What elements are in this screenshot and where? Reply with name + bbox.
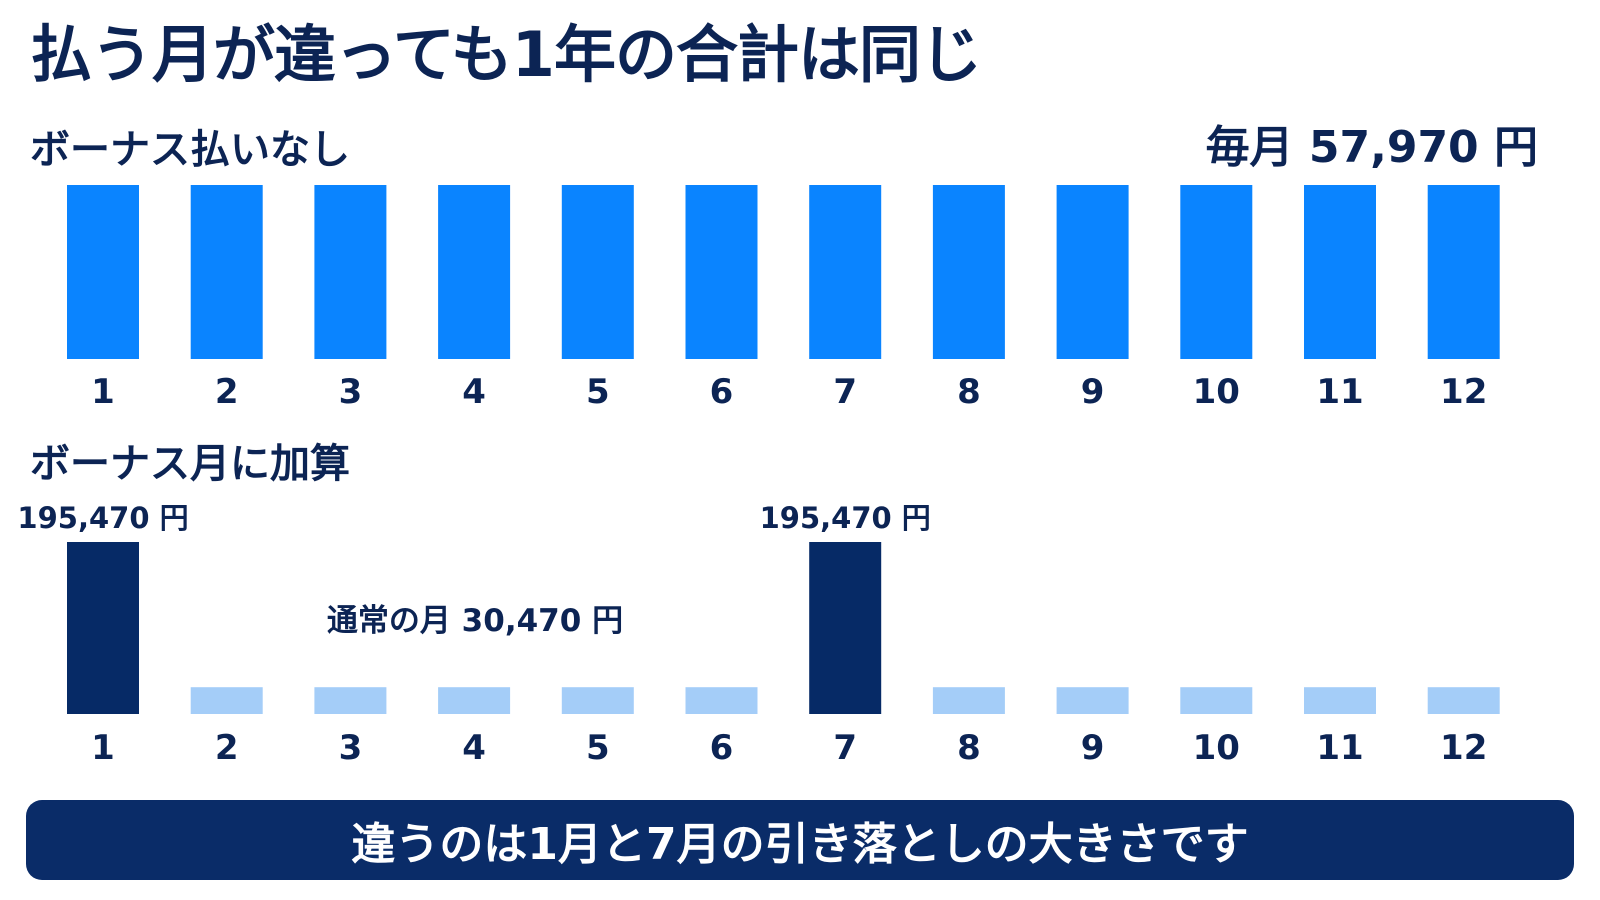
tick-label-month-10: 10 (1193, 372, 1240, 412)
tick-label-month-9: 9 (1081, 728, 1105, 768)
tick-label-month-1: 1 (91, 728, 115, 768)
tick-label-month-5: 5 (586, 372, 610, 412)
section-label-bonus: ボーナス月に加算 (30, 441, 350, 487)
bar-month-2 (190, 687, 263, 714)
bar-month-7 (809, 542, 882, 714)
tick-label-month-5: 5 (586, 728, 610, 768)
tick-label-month-7: 7 (833, 372, 857, 412)
tick-label-month-4: 4 (462, 728, 486, 768)
bar-month-3 (314, 185, 387, 359)
monthly-amount-label: 毎月 57,970 円 (1205, 122, 1538, 173)
bar-month-10 (1180, 185, 1253, 359)
tick-label-month-9: 9 (1081, 372, 1105, 412)
chart-bonus: 1 195,470 円 2 3 4 5 6 7 195,470 円 8 9 10 11 12 通常の月 30… (17, 501, 1500, 768)
bar-month-4 (438, 687, 511, 714)
bar-month-3 (314, 687, 387, 714)
tick-label-month-3: 3 (339, 372, 363, 412)
bar-month-5 (561, 185, 634, 359)
bar-month-9 (1056, 687, 1129, 714)
bar-month-10 (1180, 687, 1253, 714)
tick-label-month-1: 1 (91, 372, 115, 412)
bar-month-8 (932, 687, 1005, 714)
tick-label-month-8: 8 (957, 372, 981, 412)
tick-label-month-11: 11 (1316, 728, 1363, 768)
section-label-no-bonus: ボーナス払いなし (30, 127, 350, 173)
bar-month-12 (1427, 185, 1500, 359)
bar-month-8 (932, 185, 1005, 359)
bar-month-6 (685, 185, 758, 359)
bar-month-11 (1304, 185, 1376, 359)
summary-banner: 違うのは1月と7月の引き落としの大きさです (26, 800, 1574, 880)
tick-label-month-8: 8 (957, 728, 981, 768)
tick-label-month-7: 7 (833, 728, 857, 768)
bar-month-1 (67, 542, 139, 714)
tick-label-month-3: 3 (339, 728, 363, 768)
tick-label-month-12: 12 (1440, 372, 1487, 412)
tick-label-month-4: 4 (462, 372, 486, 412)
bar-month-2 (190, 185, 263, 359)
bar-month-7 (809, 185, 882, 359)
banner-text: 違うのは1月と7月の引き落としの大きさです (351, 819, 1249, 870)
bar-month-6 (685, 687, 758, 714)
bar-month-12 (1427, 687, 1500, 714)
tick-label-month-6: 6 (710, 372, 734, 412)
tick-label-month-12: 12 (1440, 728, 1487, 768)
bar-month-11 (1304, 687, 1376, 714)
tick-label-month-11: 11 (1316, 372, 1363, 412)
bar-month-4 (438, 185, 511, 359)
tick-label-month-10: 10 (1193, 728, 1240, 768)
normal-month-label: 通常の月 30,470 円 (327, 603, 623, 639)
bar-month-9 (1056, 185, 1129, 359)
bonus-value-label-month-1: 195,470 円 (17, 501, 188, 535)
page-title: 払う月が違っても1年の合計は同じ (30, 18, 982, 91)
tick-label-month-6: 6 (710, 728, 734, 768)
bar-month-5 (561, 687, 634, 714)
tick-label-month-2: 2 (215, 372, 239, 412)
bar-month-1 (67, 185, 139, 359)
bonus-value-label-month-7: 195,470 円 (760, 501, 931, 535)
tick-label-month-2: 2 (215, 728, 239, 768)
chart-no-bonus: 1 2 3 4 5 6 7 8 9 10 11 12 (67, 185, 1500, 412)
